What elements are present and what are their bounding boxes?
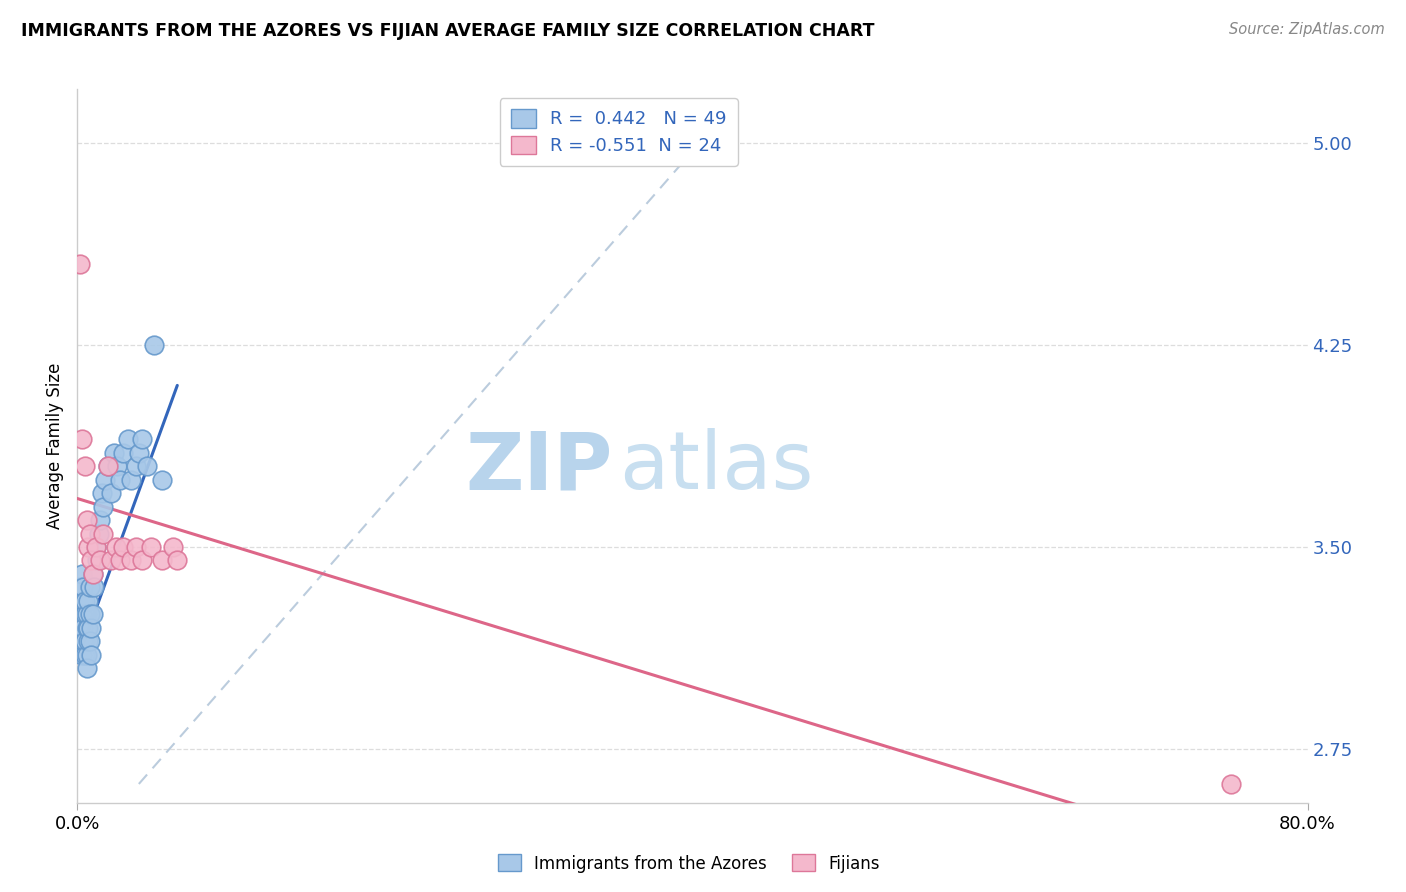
Point (100, 553, 122, 567)
Point (120, 473, 142, 487)
Point (150, 553, 173, 567)
Point (73, 594, 96, 608)
Point (72, 594, 94, 608)
Point (162, 540, 184, 554)
Point (73, 607, 96, 622)
Point (128, 446, 150, 460)
Point (76, 513, 98, 527)
Point (70, 432, 93, 446)
Point (1219, 777, 1241, 791)
Text: IMMIGRANTS FROM THE AZORES VS FIJIAN AVERAGE FAMILY SIZE CORRELATION CHART: IMMIGRANTS FROM THE AZORES VS FIJIAN AVE… (21, 22, 875, 40)
Point (120, 553, 142, 567)
Point (76, 621, 98, 635)
Y-axis label: Average Family Size: Average Family Size (46, 363, 65, 529)
Point (104, 540, 127, 554)
Point (90, 486, 114, 500)
Point (87, 526, 110, 541)
Point (86, 553, 108, 567)
Point (73, 648, 96, 662)
Point (82, 566, 104, 581)
Point (76, 661, 98, 675)
Point (94, 473, 117, 487)
Point (112, 446, 135, 460)
Point (72, 634, 94, 648)
Point (82, 566, 104, 581)
Point (79, 526, 101, 541)
Point (72, 580, 94, 594)
Point (79, 580, 101, 594)
Point (72, 621, 94, 635)
Point (84, 540, 107, 554)
Text: atlas: atlas (619, 428, 813, 507)
Point (79, 607, 101, 622)
Text: ZIP: ZIP (465, 428, 613, 507)
Point (125, 540, 148, 554)
Point (69, 257, 91, 271)
Point (76, 648, 98, 662)
Point (69, 621, 91, 635)
Point (70, 566, 93, 581)
Point (166, 553, 188, 567)
Legend: Immigrants from the Azores, Fijians: Immigrants from the Azores, Fijians (491, 847, 887, 880)
Point (80, 553, 103, 567)
Point (141, 540, 163, 554)
Point (89, 553, 111, 567)
Point (80, 648, 103, 662)
Point (135, 459, 157, 474)
Point (93, 526, 115, 541)
Point (70, 607, 93, 622)
Point (89, 513, 111, 527)
Point (105, 459, 128, 474)
Point (77, 594, 100, 608)
Point (110, 553, 132, 567)
Point (70, 648, 93, 662)
Point (103, 446, 125, 460)
Point (73, 634, 96, 648)
Point (100, 486, 122, 500)
Text: Source: ZipAtlas.com: Source: ZipAtlas.com (1229, 22, 1385, 37)
Legend: R =  0.442   N = 49, R = -0.551  N = 24: R = 0.442 N = 49, R = -0.551 N = 24 (499, 98, 738, 166)
Point (131, 432, 153, 446)
Point (69, 580, 91, 594)
Point (84, 540, 107, 554)
Point (97, 459, 120, 474)
Point (82, 607, 104, 622)
Point (97, 459, 120, 474)
Point (73, 459, 96, 474)
Point (77, 621, 100, 635)
Point (93, 500, 115, 514)
Point (131, 553, 153, 567)
Point (80, 621, 103, 635)
Point (117, 432, 139, 446)
Point (83, 580, 105, 594)
Point (76, 607, 98, 622)
Point (112, 540, 135, 554)
Point (77, 540, 100, 554)
Point (143, 338, 166, 352)
Point (110, 473, 132, 487)
Point (77, 634, 100, 648)
Point (79, 634, 101, 648)
Point (150, 473, 173, 487)
Point (125, 459, 148, 474)
